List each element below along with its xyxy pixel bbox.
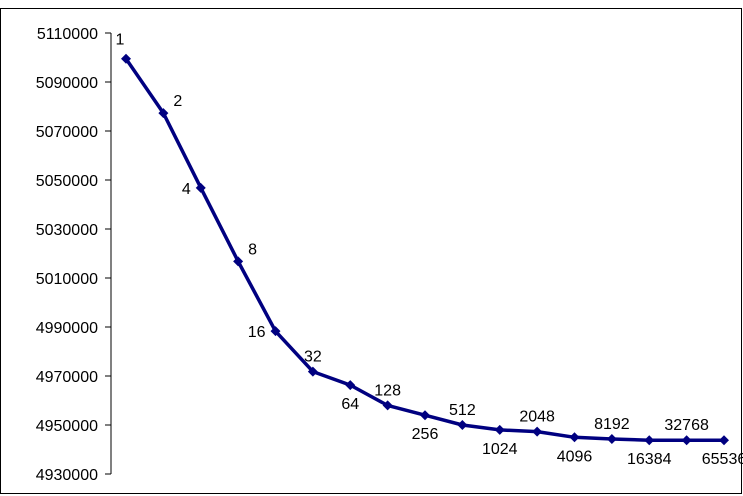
data-point-marker [307, 366, 318, 377]
data-point-marker [420, 410, 430, 421]
series-polyline [124, 57, 724, 442]
data-point-marker [606, 433, 617, 444]
data-point-label: 1024 [482, 441, 518, 458]
series-line [124, 57, 724, 442]
data-point-marker [719, 435, 729, 446]
data-point-label: 65536 [702, 451, 743, 468]
y-axis: 4930000 4950000 4970000 4990000 5010000 50300… [36, 26, 112, 484]
data-point-label: 256 [412, 426, 439, 443]
data-point-label: 64 [341, 396, 359, 413]
data-point-label: 4 [182, 181, 191, 198]
y-tick-label: 5050000 [36, 173, 98, 190]
y-tick-label: 5010000 [36, 271, 98, 288]
data-point-marker [494, 424, 505, 435]
data-point-marker [345, 380, 356, 391]
y-tick-label: 5070000 [36, 124, 98, 141]
y-tick-label: 5030000 [36, 222, 98, 239]
data-point-marker [158, 108, 169, 119]
y-tick-label: 5110000 [37, 26, 98, 43]
y-tick-label: 4950000 [36, 418, 98, 435]
data-point-label: 8 [248, 241, 257, 258]
data-point-marker [457, 420, 468, 430]
data-point-label: 1 [116, 32, 125, 49]
data-point-marker [681, 435, 692, 446]
series-markers [121, 53, 729, 446]
data-point-marker [195, 182, 206, 193]
data-point-marker [644, 435, 655, 446]
data-point-label: 4096 [557, 448, 593, 465]
data-point-label: 32768 [664, 417, 709, 434]
data-point-label: 16 [248, 324, 266, 341]
data-point-marker [233, 256, 244, 267]
y-tick-label: 5090000 [36, 75, 98, 92]
data-point-label: 16384 [627, 451, 672, 468]
data-point-marker [270, 326, 281, 337]
data-point-label: 8192 [594, 416, 630, 433]
data-point-marker [532, 426, 543, 437]
y-tick-label: 4930000 [36, 467, 98, 484]
data-point-marker [121, 53, 131, 64]
data-point-label: 2 [173, 93, 182, 110]
y-tick-label: 4970000 [36, 369, 98, 386]
plot-frame [0, 8, 742, 494]
data-point-marker [569, 432, 580, 443]
data-point-label: 32 [304, 349, 322, 366]
data-point-label: 2048 [519, 409, 555, 426]
y-tick-label: 4990000 [36, 320, 98, 337]
data-point-label: 512 [449, 402, 476, 419]
data-point-marker [382, 400, 393, 411]
data-point-label: 128 [374, 382, 401, 399]
